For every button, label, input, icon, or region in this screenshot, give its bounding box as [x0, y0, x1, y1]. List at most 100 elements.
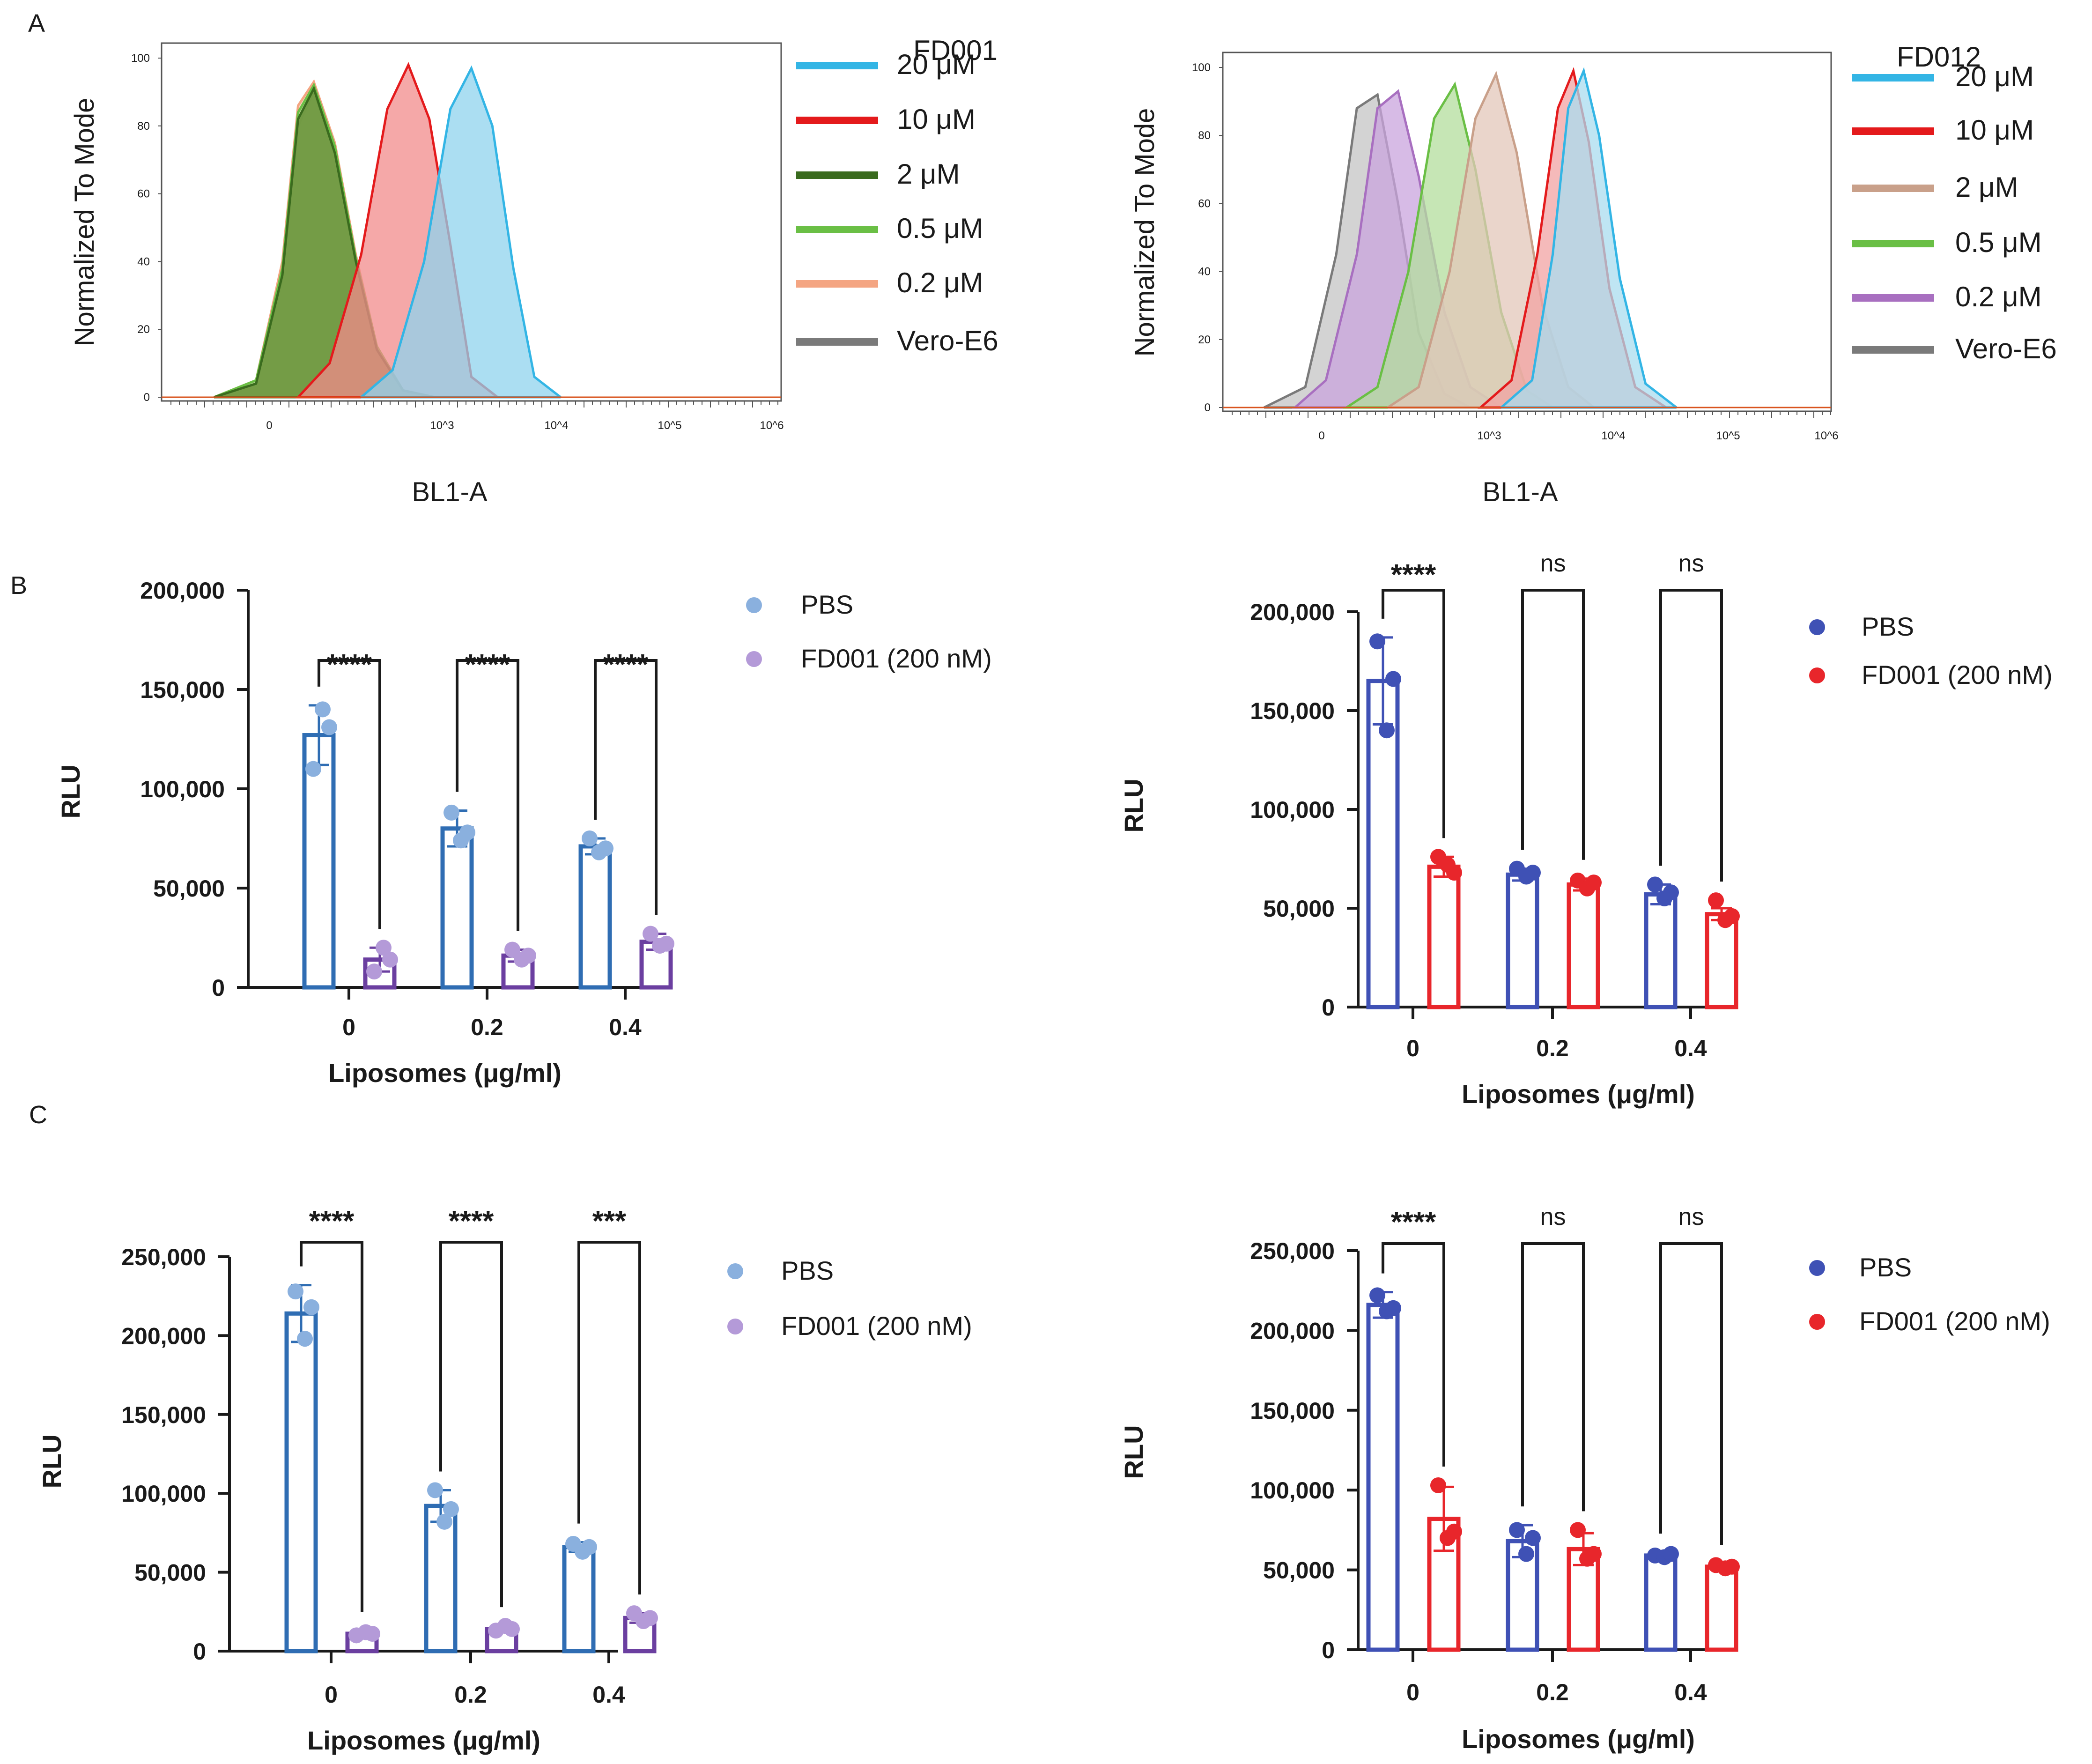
data-point: [504, 1621, 520, 1637]
bar-fd001-200-nm-: [1427, 864, 1461, 1009]
legend-marker: [727, 1319, 743, 1334]
legend-label: Vero-E6: [1955, 333, 2057, 364]
y-tick-label: 0: [144, 391, 150, 404]
legend-marker: [1809, 619, 1825, 635]
y-tick-label: 100,000: [1250, 1477, 1335, 1504]
x-tick-label: 0: [266, 419, 272, 432]
x-tick-label: 10^3: [1477, 430, 1501, 442]
data-point: [598, 840, 614, 857]
legend-marker: [727, 1263, 743, 1279]
legend-label: FD001 (200 nM): [1862, 660, 2053, 689]
y-tick-label: 0: [212, 975, 225, 1001]
significance-label: ns: [1678, 1203, 1704, 1230]
legend-label: PBS: [801, 590, 853, 619]
y-tick-label: 250,000: [1250, 1238, 1335, 1264]
legend-label: FD001 (200 nM): [801, 644, 992, 673]
significance-bracket: [318, 659, 381, 929]
y-tick-label: 50,000: [153, 875, 225, 902]
x-axis-label: BL1-A: [1482, 477, 1558, 507]
bar-chart-C-left: 0 50,000 100,000 150,000 200,000 250,000 RLU Li…: [37, 1205, 972, 1755]
legend-marker: [1809, 1314, 1825, 1330]
significance-label: ***: [592, 1205, 627, 1238]
data-point: [376, 940, 392, 956]
legend-marker: [1809, 667, 1825, 683]
significance-bracket: [1521, 1242, 1585, 1512]
significance-label: ns: [1540, 1203, 1566, 1230]
data-point: [1385, 1300, 1401, 1316]
x-tick-label: 10^6: [760, 419, 784, 432]
legend-label: 0.2 μM: [897, 267, 983, 298]
y-tick-label: 80: [1198, 129, 1211, 142]
x-tick-label: 0: [1318, 430, 1324, 442]
data-point: [1663, 884, 1679, 901]
data-point: [1525, 865, 1541, 881]
data-point: [1518, 1546, 1534, 1562]
bar-chart-C-right: 0 50,000 100,000 150,000 200,000 250,000 RLU Li…: [1119, 1203, 2050, 1754]
plot-frame: [161, 42, 782, 402]
bar-pbs: [578, 844, 612, 990]
x-tick-label: 0: [325, 1682, 338, 1708]
x-tick-label: 10^4: [1601, 430, 1625, 442]
legend-label: Vero-E6: [897, 325, 998, 356]
x-tick-label: 0: [342, 1014, 355, 1040]
x-tick-label: 0.4: [1674, 1679, 1707, 1705]
data-point: [303, 1299, 319, 1315]
axes: 0 50,000 100,000 150,000 200,000: [140, 578, 644, 1001]
significance-label: ****: [327, 649, 372, 681]
x-tick-label: 10^5: [658, 419, 681, 432]
bar-pbs: [1644, 892, 1678, 1009]
data-point: [427, 1482, 443, 1498]
data-point: [520, 948, 536, 964]
data-point: [315, 701, 331, 718]
data-point: [1369, 633, 1385, 650]
data-point: [1586, 1546, 1602, 1562]
legend-label: 10 μM: [1955, 114, 2034, 146]
y-tick-label: 100,000: [1250, 797, 1335, 823]
y-tick-label: 80: [137, 120, 150, 133]
x-tick-label: 0.2: [471, 1014, 503, 1040]
y-tick-label: 50,000: [134, 1560, 206, 1586]
x-tick-label: 10^6: [1814, 430, 1838, 442]
significance-bracket: [577, 1241, 641, 1595]
x-axis-label: Liposomes (μg/ml): [307, 1726, 540, 1755]
legend-label: 0.5 μM: [1955, 227, 2042, 258]
data-point: [504, 941, 520, 958]
y-tick-label: 200,000: [140, 578, 225, 604]
y-tick-label: 100: [131, 52, 150, 65]
x-tick-label: 10^4: [544, 419, 568, 432]
y-tick-label: 250,000: [121, 1244, 206, 1270]
x-tick-label: 0.2: [454, 1682, 487, 1708]
legend-label: 0.5 μM: [897, 213, 983, 244]
data-point: [1586, 875, 1602, 891]
data-point: [459, 824, 475, 841]
data-point: [297, 1331, 313, 1347]
data-point: [658, 935, 674, 952]
panel-label: A: [28, 9, 45, 37]
axes: 0 50,000 100,000 150,000 200,000 250,000: [1250, 1238, 1705, 1663]
significance-label: ****: [1391, 1206, 1436, 1238]
significance-bracket: [1382, 1242, 1445, 1467]
data-point: [1724, 908, 1740, 924]
histogram-series-5: [360, 65, 564, 399]
legend-marker: [1809, 1260, 1825, 1276]
legend-title: FD001: [913, 35, 998, 66]
data-point: [582, 830, 598, 846]
y-tick-label: 150,000: [1250, 1398, 1335, 1424]
y-tick-label: 200,000: [1250, 599, 1335, 625]
data-point: [366, 964, 382, 980]
axes: 0 50,000 100,000 150,000 200,000: [1250, 599, 1705, 1021]
y-tick-label: 0: [1322, 994, 1335, 1021]
legend-label: 20 μM: [897, 49, 976, 80]
bar-chart-B-left: 0 50,000 100,000 150,000 200,000 RLU Liposomes…: [56, 578, 992, 1088]
y-tick-label: 60: [137, 188, 150, 200]
x-tick-label: 0: [1406, 1679, 1419, 1705]
x-axis-label: Liposomes (μg/ml): [1462, 1724, 1695, 1754]
histogram-A-left: 0 20 40 60 80 100 0 10^3 10^4 10^5 10^6 Normalized …: [69, 35, 998, 507]
y-tick-label: 150,000: [121, 1402, 206, 1428]
significance-bracket: [1659, 1242, 1723, 1545]
significance-label: ****: [603, 649, 649, 681]
significance-bracket: [456, 659, 519, 931]
y-tick-label: 100,000: [121, 1481, 206, 1507]
legend-label: FD001 (200 nM): [781, 1311, 972, 1341]
data-point: [443, 1501, 459, 1517]
